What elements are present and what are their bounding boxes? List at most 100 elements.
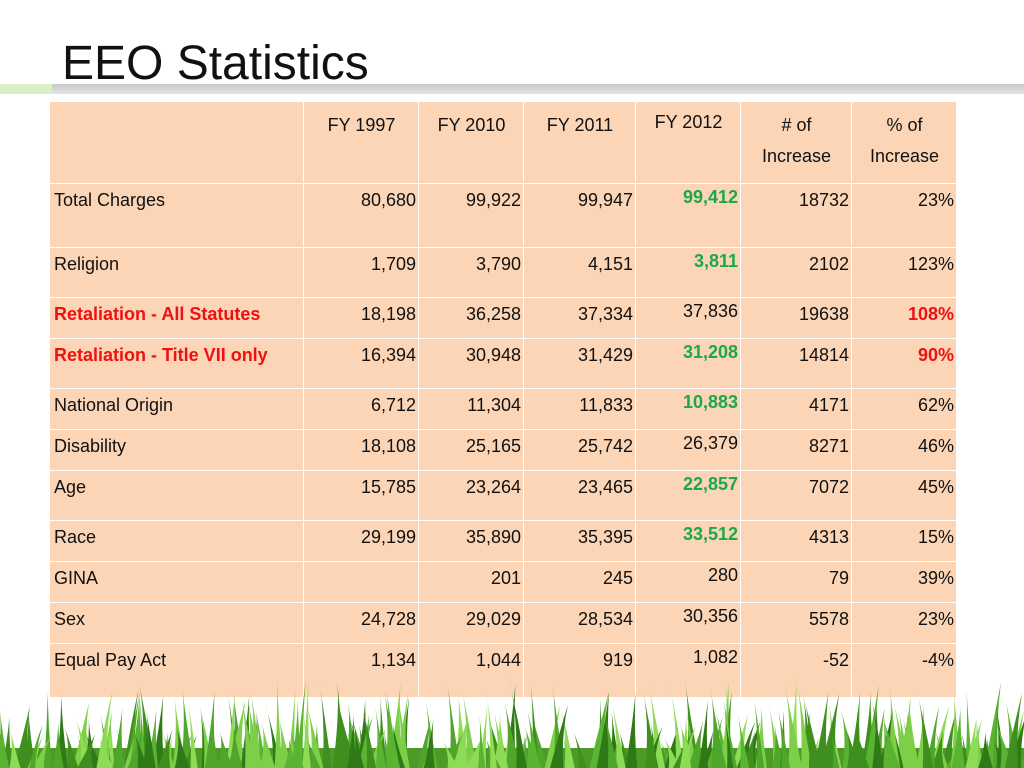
grass-blade xyxy=(112,708,124,768)
grass-blade xyxy=(124,737,135,768)
grass-blade xyxy=(29,724,43,768)
grass-blade xyxy=(209,723,219,768)
grass-blade xyxy=(610,698,626,768)
cell-fy2011: 31,429 xyxy=(523,338,636,389)
grass-blade xyxy=(849,693,862,768)
row-label: Total Charges xyxy=(49,183,304,248)
cell-fy1997 xyxy=(303,561,419,603)
cell-pct-increase: 46% xyxy=(851,429,957,471)
header-pct-increase-line2: Increase xyxy=(869,146,940,166)
grass-blade xyxy=(43,691,52,768)
grass-blade xyxy=(77,734,96,768)
grass-blade xyxy=(353,726,365,768)
cell-pct-increase: 15% xyxy=(851,520,957,562)
page-title: EEO Statistics xyxy=(62,37,369,90)
grass-blade xyxy=(718,711,729,768)
grass-blade xyxy=(32,735,52,768)
cell-fy2011: 23,465 xyxy=(523,470,636,521)
row-label: Age xyxy=(49,470,304,521)
grass-blade xyxy=(332,682,349,768)
grass-blade xyxy=(181,687,195,768)
cell-num-increase: 8271 xyxy=(740,429,852,471)
grass-blade xyxy=(710,691,727,768)
cell-fy1997: 29,199 xyxy=(303,520,419,562)
grass-blade xyxy=(132,728,148,768)
grass-blade xyxy=(814,692,829,768)
cell-num-increase: 4313 xyxy=(740,520,852,562)
cell-num-increase: 4171 xyxy=(740,388,852,430)
cell-fy2012: 31,208 xyxy=(635,338,741,389)
grass-decoration xyxy=(0,678,1024,768)
grass-blade xyxy=(63,724,79,768)
cell-fy1997: 16,394 xyxy=(303,338,419,389)
cell-fy2012: 26,379 xyxy=(635,429,741,471)
cell-fy1997: 24,728 xyxy=(303,602,419,644)
cell-fy2010: 23,264 xyxy=(418,470,524,521)
grass-blade xyxy=(304,734,321,768)
grass-blade xyxy=(23,708,36,768)
grass-blade xyxy=(965,718,977,768)
grass-blade xyxy=(385,690,401,768)
grass-blade xyxy=(530,679,540,768)
header-num-increase: # of Increase xyxy=(740,101,852,184)
eeo-statistics-table-container: FY 1997 FY 2010 FY 2011 FY 2012 # of Incr… xyxy=(49,101,957,698)
header-label xyxy=(49,101,304,184)
table-row-retaliation-all-statutes: Retaliation - All Statutes 18,198 36,258… xyxy=(49,297,957,339)
grass-blade xyxy=(440,737,459,768)
grass-blade xyxy=(260,721,276,768)
table-row-national-origin: National Origin 6,712 11,304 11,833 10,8… xyxy=(49,388,957,430)
grass-blade xyxy=(679,716,692,768)
grass-blade xyxy=(995,722,1015,768)
row-label: Sex xyxy=(49,602,304,644)
cell-fy2011: 37,334 xyxy=(523,297,636,339)
cell-pct-increase: 62% xyxy=(851,388,957,430)
grass-blade xyxy=(0,711,9,768)
grass-blade xyxy=(830,731,840,768)
cell-fy2010: 25,165 xyxy=(418,429,524,471)
cell-pct-increase: 108% xyxy=(851,297,957,339)
cell-fy2011: 245 xyxy=(523,561,636,603)
cell-fy1997: 18,108 xyxy=(303,429,419,471)
grass-blade xyxy=(228,724,243,768)
grass-blade xyxy=(360,701,377,768)
row-label: Disability xyxy=(49,429,304,471)
grass-blade xyxy=(375,706,387,768)
table-row-religion: Religion 1,709 3,790 4,151 3,811 2102 12… xyxy=(49,247,957,298)
grass-blade xyxy=(851,721,870,768)
grass-blade xyxy=(253,700,266,768)
cell-fy2011: 919 xyxy=(523,643,636,698)
grass-blade xyxy=(845,727,862,768)
grass-blade xyxy=(596,692,611,768)
grass-blade xyxy=(274,680,283,768)
cell-fy2010: 11,304 xyxy=(418,388,524,430)
header-row: FY 1997 FY 2010 FY 2011 FY 2012 # of Incr… xyxy=(49,101,957,184)
cell-pct-increase: 23% xyxy=(851,602,957,644)
grass-blade xyxy=(589,691,609,768)
grass-blade xyxy=(504,700,521,768)
grass-blade xyxy=(741,731,756,768)
grass-blade xyxy=(217,730,234,768)
cell-num-increase: 5578 xyxy=(740,602,852,644)
cell-fy2011: 28,534 xyxy=(523,602,636,644)
cell-num-increase: 18732 xyxy=(740,183,852,248)
grass-blade xyxy=(96,691,113,768)
grass-blade xyxy=(123,690,139,768)
grass-blade xyxy=(396,688,410,768)
cell-pct-increase: 45% xyxy=(851,470,957,521)
grass-blade xyxy=(602,708,619,768)
grass-blade xyxy=(291,700,303,768)
header-fy1997: FY 1997 xyxy=(303,101,419,184)
grass-blade xyxy=(52,722,64,768)
table-row-total-charges: Total Charges 80,680 99,922 99,947 99,41… xyxy=(49,183,957,248)
row-label: Religion xyxy=(49,247,304,298)
cell-fy1997: 6,712 xyxy=(303,388,419,430)
row-label: Retaliation - Title VII only xyxy=(49,338,304,389)
header-pct-increase-line1: % of xyxy=(886,115,923,135)
grass-blade xyxy=(465,736,483,768)
grass-blade xyxy=(869,689,884,768)
grass-blade xyxy=(485,689,497,768)
cell-fy2012: 10,883 xyxy=(635,388,741,430)
grass-blade xyxy=(552,684,565,768)
eeo-statistics-table: FY 1997 FY 2010 FY 2011 FY 2012 # of Incr… xyxy=(49,101,957,698)
grass-blade xyxy=(423,719,435,768)
